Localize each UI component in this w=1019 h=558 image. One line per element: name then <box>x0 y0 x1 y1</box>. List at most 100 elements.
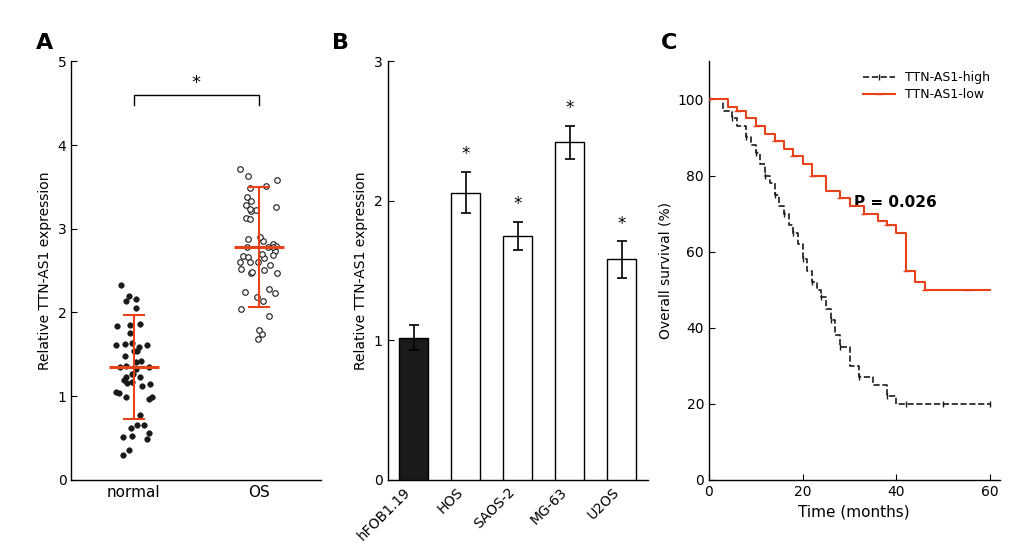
Text: *: * <box>192 74 201 92</box>
Point <box>120 291 137 300</box>
Point <box>234 251 251 260</box>
Point <box>127 295 144 304</box>
Point <box>262 261 278 270</box>
X-axis label: Time (months): Time (months) <box>798 504 909 519</box>
Point <box>255 236 271 245</box>
Legend: TTN-AS1-high, TTN-AS1-low: TTN-AS1-high, TTN-AS1-low <box>859 68 993 105</box>
Point <box>242 257 258 266</box>
Point <box>108 388 124 397</box>
Point <box>260 242 276 251</box>
Point <box>231 258 248 267</box>
Point <box>250 335 266 344</box>
Point <box>110 389 126 398</box>
Point <box>239 235 256 244</box>
Point <box>142 379 158 388</box>
Point <box>118 393 135 402</box>
Point <box>243 268 259 277</box>
Point <box>139 341 155 350</box>
Bar <box>502 235 532 480</box>
Point <box>266 288 282 297</box>
Text: *: * <box>461 145 470 163</box>
Point <box>116 352 132 360</box>
Point <box>122 424 139 432</box>
Point <box>132 319 149 328</box>
Point <box>256 266 272 275</box>
Point <box>268 175 284 184</box>
Point <box>239 252 256 261</box>
Point <box>261 312 277 321</box>
Point <box>254 249 270 258</box>
Point <box>115 450 131 459</box>
Point <box>137 421 153 430</box>
Point <box>121 445 138 454</box>
Text: *: * <box>616 215 626 233</box>
Point <box>127 358 144 367</box>
Point <box>115 376 131 384</box>
Point <box>251 326 267 335</box>
Point <box>249 292 265 301</box>
Point <box>113 281 129 290</box>
Bar <box>398 338 428 480</box>
Bar <box>450 193 480 480</box>
Point <box>129 421 146 430</box>
Point <box>238 193 255 202</box>
Point <box>237 213 254 222</box>
Point <box>248 205 264 214</box>
Point <box>251 233 267 242</box>
Point <box>123 378 140 387</box>
Bar <box>554 142 584 480</box>
Point <box>122 329 139 338</box>
Text: *: * <box>565 99 574 117</box>
Point <box>264 243 280 252</box>
Point <box>118 361 135 370</box>
Point <box>114 433 130 442</box>
Point <box>231 165 248 174</box>
Point <box>131 342 148 351</box>
Point <box>139 435 155 444</box>
Point <box>132 372 149 381</box>
Point <box>240 171 257 180</box>
Point <box>243 196 259 205</box>
Point <box>118 379 135 388</box>
Point <box>255 254 271 263</box>
Point <box>141 394 157 403</box>
Point <box>265 251 281 260</box>
Text: *: * <box>513 195 522 213</box>
Point <box>244 268 260 277</box>
Point <box>127 364 144 373</box>
Point <box>124 369 141 378</box>
Point <box>124 369 141 378</box>
Text: P = 0.026: P = 0.026 <box>854 195 936 210</box>
Point <box>108 340 124 349</box>
Point <box>242 204 258 213</box>
Point <box>144 392 160 401</box>
Point <box>127 304 144 312</box>
Point <box>237 288 254 297</box>
Text: B: B <box>331 33 348 54</box>
Text: A: A <box>36 33 53 54</box>
Point <box>232 305 249 314</box>
Point <box>254 297 270 306</box>
Point <box>268 242 284 251</box>
Point <box>111 363 127 372</box>
Point <box>124 431 141 440</box>
Y-axis label: Relative TTN-AS1 expression: Relative TTN-AS1 expression <box>354 171 368 370</box>
Point <box>237 201 254 210</box>
Point <box>266 246 282 255</box>
Text: C: C <box>660 33 677 54</box>
Point <box>117 340 133 349</box>
Point <box>133 381 150 390</box>
Point <box>117 296 133 305</box>
Point <box>232 264 249 273</box>
Point <box>123 338 140 347</box>
Point <box>132 356 149 365</box>
Point <box>141 362 157 371</box>
Point <box>128 347 145 356</box>
Point <box>131 411 148 420</box>
Point <box>243 207 259 216</box>
Point <box>141 429 157 437</box>
Point <box>117 373 133 382</box>
Point <box>261 285 277 294</box>
Point <box>121 320 138 329</box>
Y-axis label: Overall survival (%): Overall survival (%) <box>657 202 672 339</box>
